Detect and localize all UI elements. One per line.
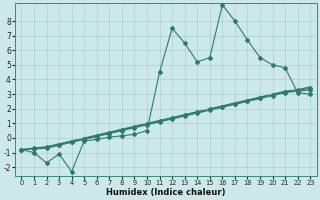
X-axis label: Humidex (Indice chaleur): Humidex (Indice chaleur) xyxy=(106,188,226,197)
